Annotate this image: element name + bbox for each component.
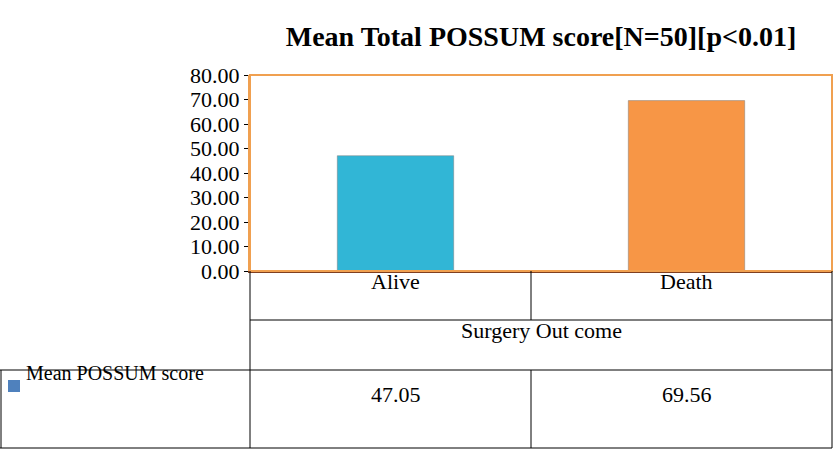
svg-text:Surgery Out come: Surgery Out come: [461, 318, 622, 343]
svg-text:20.00: 20.00: [190, 210, 240, 235]
svg-text:80.00: 80.00: [190, 63, 240, 88]
svg-text:Mean POSSUM score: Mean POSSUM score: [26, 362, 204, 384]
svg-text:47.05: 47.05: [371, 382, 421, 407]
svg-text:50.00: 50.00: [190, 136, 240, 161]
svg-text:60.00: 60.00: [190, 112, 240, 137]
svg-text:70.00: 70.00: [190, 87, 240, 112]
svg-text:40.00: 40.00: [190, 161, 240, 186]
svg-text:0.00: 0.00: [201, 259, 240, 284]
svg-text:Death: Death: [660, 269, 713, 294]
svg-text:30.00: 30.00: [190, 185, 240, 210]
svg-text:Mean Total POSSUM score[N=50][: Mean Total POSSUM score[N=50][p<0.01]: [286, 21, 796, 52]
svg-text:69.56: 69.56: [662, 382, 712, 407]
svg-text:Alive: Alive: [371, 269, 420, 294]
svg-text:10.00: 10.00: [190, 234, 240, 259]
